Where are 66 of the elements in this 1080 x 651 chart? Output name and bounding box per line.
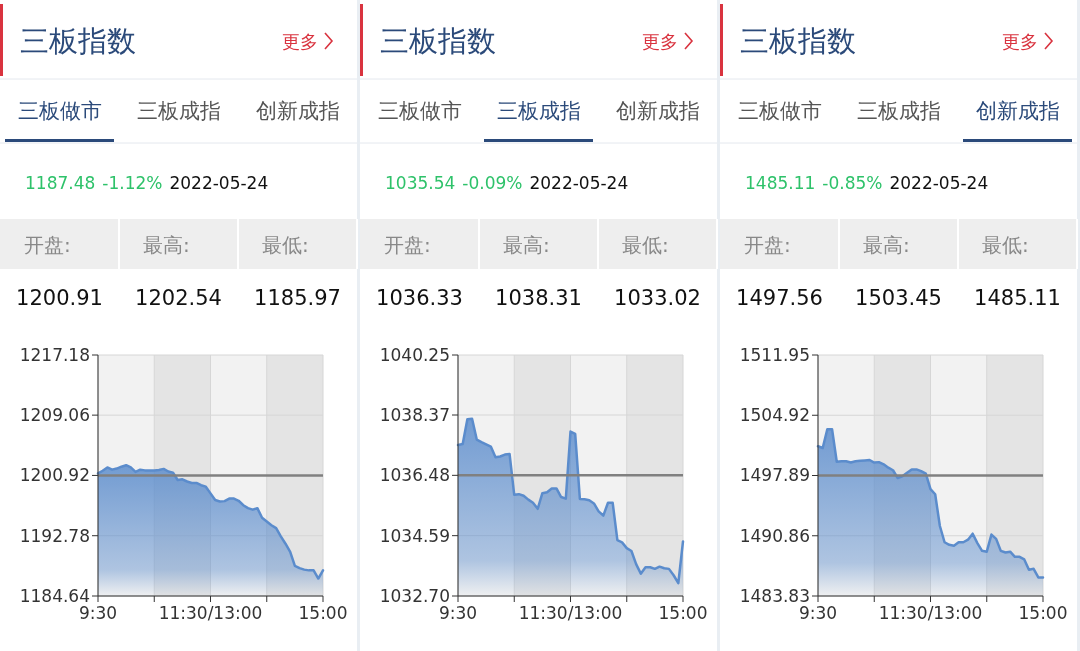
y-tick-label: 1200.92: [19, 465, 90, 486]
x-tick-label: 9:30: [78, 603, 118, 623]
text: 最高:: [503, 233, 550, 257]
text: 1202.54: [135, 286, 222, 310]
text: 创新成指: [615, 99, 700, 123]
text: 三板做市: [737, 99, 822, 123]
text: 1187.48: [25, 173, 96, 193]
chart-title: 三板指数: [380, 24, 496, 58]
y-tick-label: 1192.78: [19, 525, 90, 546]
y-tick-label: 1490.86: [739, 525, 810, 546]
x-tick-label: 15:00: [298, 603, 348, 623]
text: 1497.56: [736, 286, 823, 310]
text: 2022-05-24: [169, 173, 269, 193]
text: 最低:: [982, 233, 1029, 257]
text: 最高:: [143, 233, 190, 257]
text: 最低:: [262, 233, 309, 257]
text: 三板成指: [136, 99, 221, 123]
y-tick-label: 1483.83: [739, 585, 810, 606]
text: 三板成指: [496, 99, 581, 123]
chart-title: 三板指数: [20, 24, 136, 58]
text: 1033.02: [614, 286, 701, 310]
y-tick-label: 1217.18: [19, 344, 90, 365]
text: -0.09%: [462, 173, 523, 193]
text: 创新成指: [975, 99, 1060, 123]
text: 1485.11: [974, 286, 1061, 310]
x-tick-label: 15:00: [1018, 603, 1068, 623]
x-tick-label: 9:30: [798, 603, 838, 623]
x-tick-label: 11:30/13:00: [518, 603, 623, 623]
text: 三板做市: [17, 99, 102, 123]
text: 2022-05-24: [529, 173, 629, 193]
text: 1038.31: [495, 286, 582, 310]
text: 2022-05-24: [889, 173, 989, 193]
text: 三板做市: [377, 99, 462, 123]
text: 更多: [282, 31, 318, 52]
y-tick-label: 1034.59: [379, 525, 450, 546]
x-tick-label: 9:30: [438, 603, 478, 623]
text: 更多: [642, 31, 678, 52]
x-tick-label: 15:00: [658, 603, 708, 623]
text: 最低:: [622, 233, 669, 257]
text: -1.12%: [102, 173, 163, 193]
y-tick-label: 1504.92: [739, 405, 810, 426]
y-tick-label: 1511.95: [739, 344, 810, 365]
y-tick-label: 1032.70: [379, 585, 450, 606]
y-tick-label: 1036.48: [379, 465, 450, 486]
text: 1035.54: [385, 173, 456, 193]
text: 1185.97: [254, 286, 341, 310]
text: 三板成指: [856, 99, 941, 123]
text: 1200.91: [16, 286, 103, 310]
text: 更多: [1002, 31, 1038, 52]
x-tick-label: 11:30/13:00: [878, 603, 983, 623]
y-tick-label: 1209.06: [19, 405, 90, 426]
chart-title: 三板指数: [740, 24, 856, 58]
y-tick-label: 1497.89: [739, 465, 810, 486]
x-tick-label: 11:30/13:00: [158, 603, 263, 623]
text: 最高:: [863, 233, 910, 257]
text: 开盘:: [24, 233, 71, 257]
text: 开盘:: [384, 233, 431, 257]
y-tick-label: 1184.64: [19, 585, 90, 606]
y-tick-label: 1038.37: [379, 404, 450, 425]
text: 1503.45: [855, 286, 942, 310]
y-tick-label: 1040.25: [379, 344, 450, 365]
text: 1036.33: [376, 286, 463, 310]
text: 1485.11: [745, 173, 816, 193]
text: 开盘:: [744, 233, 791, 257]
text: -0.85%: [822, 173, 883, 193]
text: 创新成指: [255, 99, 340, 123]
